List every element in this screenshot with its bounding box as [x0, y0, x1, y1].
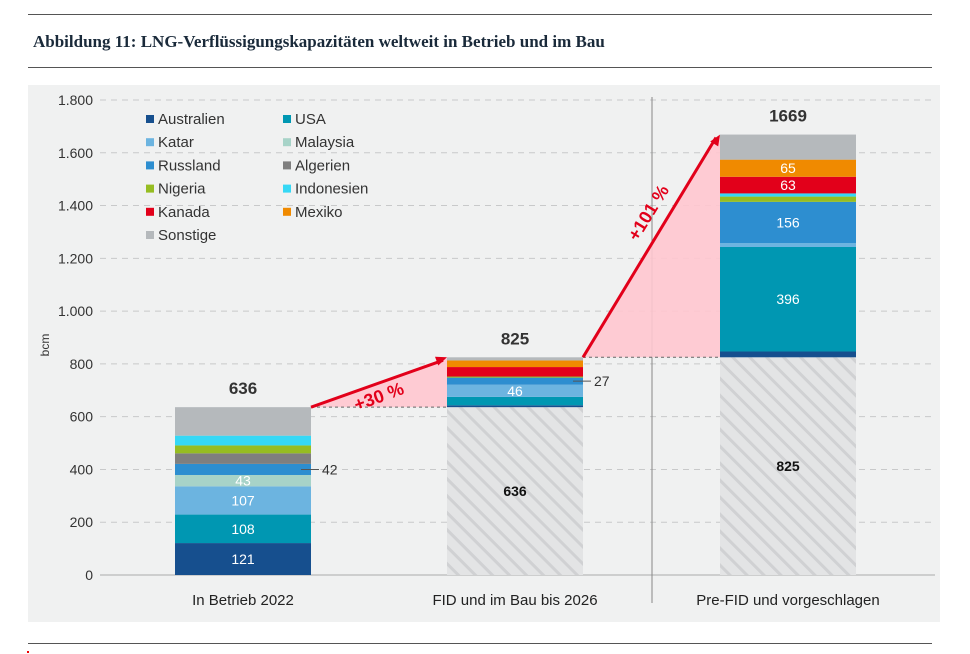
- legend-swatch: [146, 161, 154, 170]
- bar-segment-usa: [720, 246, 856, 352]
- segment-label: 121: [231, 551, 255, 567]
- bar-segment-russland: [447, 377, 583, 385]
- category-label: Pre-FID und vorgeschlagen: [696, 592, 879, 609]
- bar-segment-usa: [447, 396, 583, 406]
- bar-segment-katar: [175, 486, 311, 515]
- y-tick-label: 1.000: [58, 303, 93, 319]
- bar-segment-australien: [175, 543, 311, 575]
- bar-segment-nigeria: [447, 376, 583, 378]
- arrowhead: [435, 356, 447, 366]
- legend-swatch: [283, 161, 291, 170]
- bar-segment-indonesien: [175, 435, 311, 446]
- y-tick-label: 0: [85, 567, 93, 583]
- top-rule: [28, 14, 932, 15]
- legend-entry: Malaysia: [295, 134, 355, 151]
- segment-label: 108: [231, 521, 255, 537]
- bar-segment-sonstige: [175, 407, 311, 436]
- bar-segment-nigeria: [175, 445, 311, 454]
- legend-entry: Nigeria: [158, 181, 206, 198]
- legend-entry: USA: [295, 111, 326, 128]
- legend-entry: Algerien: [295, 157, 350, 174]
- legend-swatch: [146, 207, 154, 216]
- y-tick-label: 600: [70, 409, 94, 425]
- total-label: 1669: [769, 107, 807, 126]
- y-tick-label: 1.600: [58, 145, 93, 161]
- growth-arrow: [310, 358, 444, 409]
- bar-segment-katar: [720, 243, 856, 247]
- y-tick-label: 800: [70, 356, 94, 372]
- segment-label: 63: [780, 177, 796, 193]
- y-axis-label: bcm: [38, 334, 52, 357]
- base-bar-segment: [447, 407, 583, 575]
- segment-label: 107: [231, 492, 255, 508]
- segment-label: 46: [507, 383, 523, 399]
- total-label: 636: [229, 379, 257, 398]
- bar-segment-nigeria: [720, 196, 856, 202]
- legend-entry: Russland: [158, 157, 221, 174]
- bar-segment-australien: [447, 405, 583, 408]
- bar-segment-indonesien: [720, 193, 856, 197]
- legend-swatch: [283, 138, 291, 147]
- legend-swatch: [283, 207, 291, 216]
- legend-swatch: [146, 115, 154, 123]
- bar-segment-kanada: [720, 176, 856, 194]
- marker-dot: [27, 651, 29, 653]
- legend-entry: Australien: [158, 111, 225, 128]
- legend-swatch: [146, 184, 154, 193]
- bar-segment-kanada: [447, 367, 583, 377]
- segment-label: 396: [776, 291, 800, 307]
- y-tick-label: 200: [70, 514, 94, 530]
- segment-label: 27: [594, 373, 610, 389]
- legend-entry: Kanada: [158, 204, 210, 221]
- bar-segment-algerien: [175, 453, 311, 464]
- y-tick-label: 1.200: [58, 250, 93, 266]
- segment-label: 65: [780, 160, 796, 176]
- segment-label: 43: [235, 473, 251, 489]
- base-label: 636: [503, 483, 527, 499]
- legend-swatch: [283, 184, 291, 193]
- legend-entry: Indonesien: [295, 181, 368, 198]
- legend-entry: Mexiko: [295, 204, 343, 221]
- base-bar-segment: [720, 357, 856, 575]
- category-label: FID und im Bau bis 2026: [432, 592, 597, 609]
- legend-swatch: [283, 115, 291, 123]
- arrowhead: [710, 134, 720, 147]
- category-label: In Betrieb 2022: [192, 592, 294, 609]
- legend-entry: Katar: [158, 134, 194, 151]
- y-tick-label: 1.800: [58, 92, 93, 108]
- bar-segment-russland: [720, 201, 856, 244]
- growth-arrow: [581, 136, 718, 359]
- bar-segment-usa: [175, 514, 311, 544]
- total-label: 825: [501, 329, 529, 348]
- bar-segment-mexiko: [447, 360, 583, 368]
- bottom-rule: [28, 643, 932, 644]
- legend-entry: Sonstige: [158, 227, 216, 244]
- y-tick-label: 1.400: [58, 198, 93, 214]
- segment-label: 156: [776, 214, 800, 230]
- bar-segment-mexiko: [720, 159, 856, 177]
- figure-title: Abbildung 11: LNG-Verflüssigungskapazitä…: [33, 32, 605, 51]
- bar-segment-sonstige: [447, 357, 583, 361]
- base-label: 825: [776, 458, 800, 474]
- bar-segment-australien: [720, 351, 856, 358]
- segment-label: 42: [322, 461, 338, 477]
- bar-segment-sonstige: [720, 134, 856, 160]
- bar-segment-katar: [447, 384, 583, 397]
- y-tick-label: 400: [70, 461, 94, 477]
- legend-swatch: [146, 231, 154, 239]
- bar-segment-russland: [175, 463, 311, 475]
- legend-swatch: [146, 138, 154, 147]
- bar-segment-malaysia: [175, 474, 311, 487]
- title-rule: [28, 67, 932, 68]
